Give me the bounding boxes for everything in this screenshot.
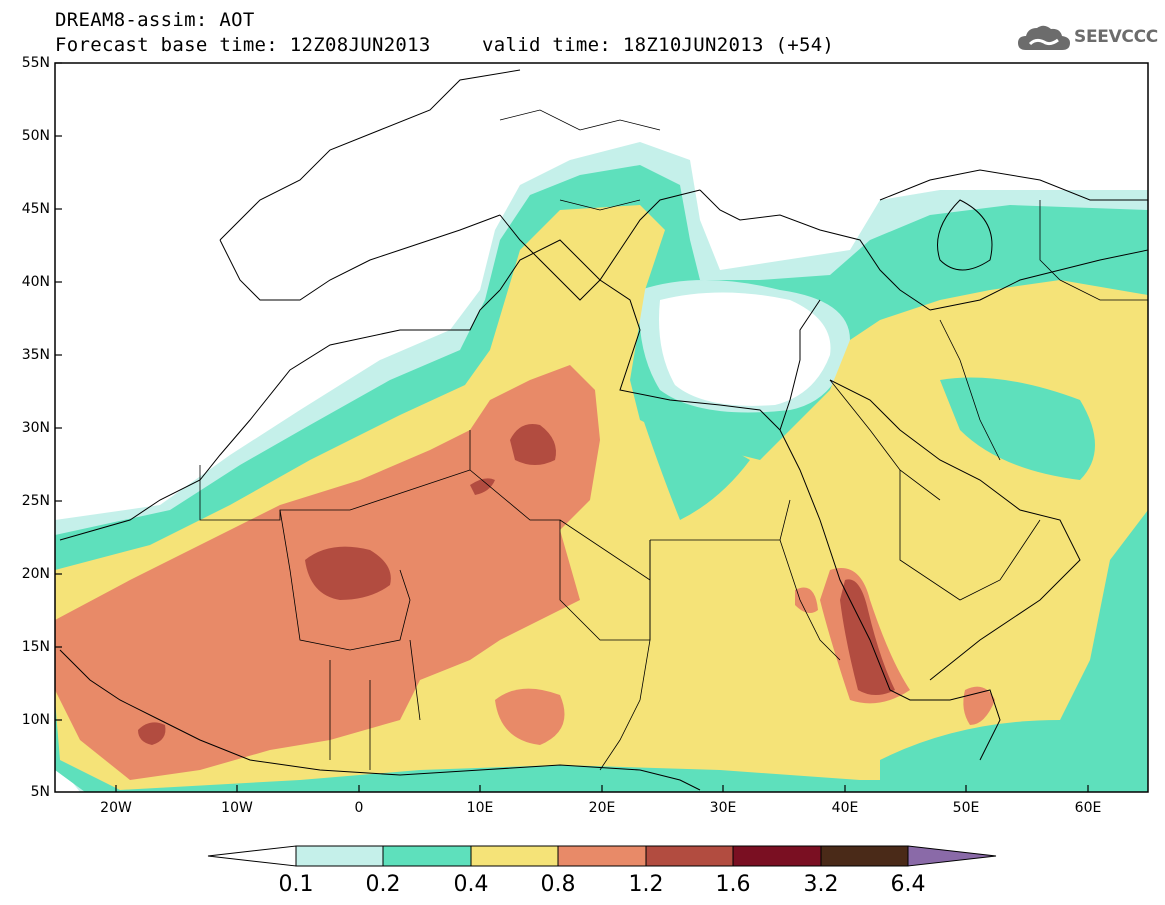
aot-field (55, 63, 1148, 792)
teal-patch-egypt (640, 410, 750, 520)
lon-label: 40E (831, 800, 859, 816)
salmon-patch-sudan (795, 587, 818, 614)
colorbar-label: 6.4 (890, 872, 926, 897)
lat-label: 35N (21, 347, 50, 363)
lat-label: 15N (21, 639, 50, 655)
lon-label: 10W (221, 800, 253, 816)
colorbar-label: 0.8 (540, 872, 576, 897)
teal-patch-indian (880, 720, 1080, 792)
colorbar-label: 1.6 (715, 872, 751, 897)
cloud-icon (1018, 25, 1070, 50)
colorbar-label: 0.4 (453, 872, 489, 897)
lat-label: 10N (21, 712, 50, 728)
colorbar-max-arrow (907, 845, 997, 867)
lat-label: 50N (21, 128, 50, 144)
lon-label: 60E (1074, 800, 1102, 816)
lon-label: 20E (588, 800, 616, 816)
colorbar-bin-0.4 (470, 845, 559, 867)
teal-patch-gulf (940, 377, 1095, 480)
lon-label: 0 (354, 800, 364, 816)
colorbar-bin-0.8 (557, 845, 647, 867)
colorbar-bin-1.2 (645, 845, 734, 867)
colorbar-bin-1.6 (732, 845, 822, 867)
colorbar-label: 1.2 (628, 872, 664, 897)
lon-label: 10E (466, 800, 494, 816)
aot-band-1.2-guinea (138, 722, 166, 745)
coastlines (59, 69, 1148, 791)
lat-label: 25N (21, 493, 50, 509)
lat-label: 30N (21, 420, 50, 436)
lon-label: 50E (952, 800, 980, 816)
lat-label: 55N (21, 55, 50, 71)
valid-time: valid time: 18Z10JUN2013 (+54) (482, 34, 835, 56)
clean-air-mediterranean-core (659, 292, 831, 406)
seevccc-logo: SEEVCCC (1016, 20, 1158, 60)
lon-label: 20W (100, 800, 132, 816)
aot-band-1.2-niger (470, 478, 495, 495)
aot-band-1.2-mali (305, 546, 391, 600)
colorbar-bin-3.2 (820, 845, 909, 867)
lon-label: 30E (709, 800, 737, 816)
lat-label: 20N (21, 566, 50, 582)
colorbar-label: 0.2 (365, 872, 401, 897)
map-title: DREAM8-assim: AOT (55, 9, 255, 31)
colorbar-min-arrow (207, 845, 297, 867)
lat-label: 45N (21, 201, 50, 217)
lat-label: 40N (21, 274, 50, 290)
logo-text: SEEVCCC (1074, 27, 1158, 47)
colorbar-bin-0.1 (295, 845, 384, 867)
colorbar (207, 845, 997, 867)
colorbar-bin-0.2 (382, 845, 472, 867)
forecast-base-time: Forecast base time: 12Z08JUN2013 (55, 34, 431, 56)
axis-ticks (55, 62, 1089, 792)
colorbar-label: 0.1 (278, 872, 314, 897)
lat-label: 5N (30, 784, 50, 800)
country-borders (199, 109, 1148, 771)
colorbar-label: 3.2 (803, 872, 839, 897)
salmon-patch-somalia (963, 686, 995, 725)
aot-band-1.2-libya (510, 424, 556, 465)
salmon-patch-chad (495, 688, 565, 745)
